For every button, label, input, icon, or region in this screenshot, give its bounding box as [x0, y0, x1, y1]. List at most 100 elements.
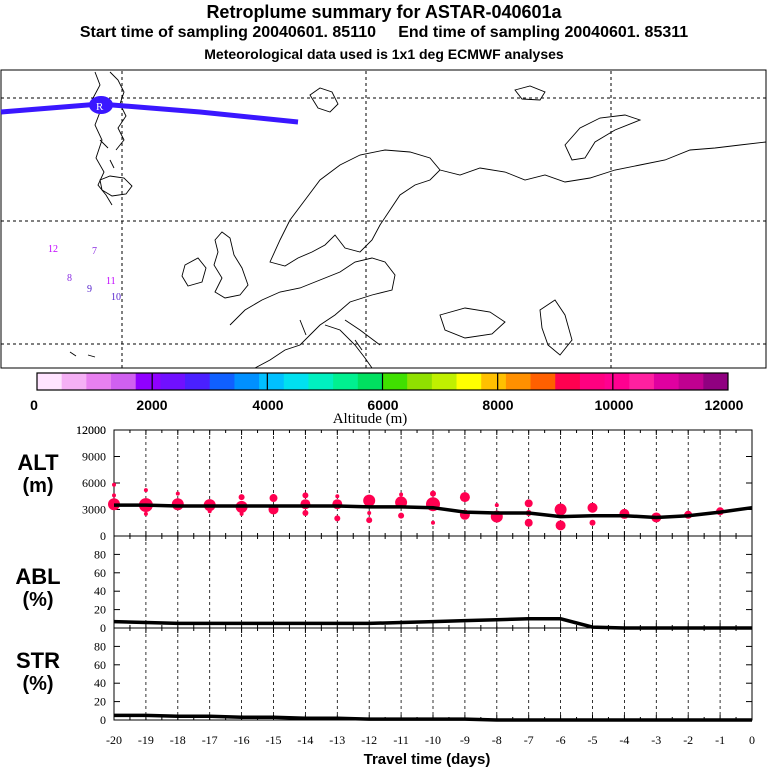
colorbar-swatch	[653, 373, 680, 390]
plume-label: 10	[111, 292, 121, 303]
x-tick-label: -16	[234, 733, 250, 747]
cluster-point	[143, 511, 148, 516]
colorbar-swatch	[135, 373, 161, 390]
colorbar-swatch	[431, 373, 458, 390]
x-tick-label: -8	[492, 733, 502, 747]
plume-cluster-labels: 12 7 8 9 11 10	[48, 244, 121, 303]
panel-unit: (%)	[22, 589, 53, 611]
colorbar-swatch	[185, 373, 211, 390]
x-tick-label: -2	[683, 733, 693, 747]
panel-label: STR	[16, 648, 60, 673]
cluster-point	[367, 511, 372, 516]
colorbar-swatch	[481, 373, 507, 390]
x-tick-label: -20	[106, 733, 122, 747]
met-data-label: Meteorological data used is 1x1 deg ECMW…	[204, 46, 564, 62]
colorbar-tick-label: 12000	[705, 397, 744, 413]
colorbar-tick-label: 4000	[252, 397, 283, 413]
release-point-marker	[89, 96, 113, 114]
plume-label: 7	[92, 246, 97, 257]
chart-title: Retroplume summary for ASTAR-040601a	[206, 2, 562, 22]
colorbar-swatch	[456, 373, 482, 390]
cluster-point	[587, 502, 598, 513]
x-tick-label: -17	[202, 733, 218, 747]
colorbar-swatch	[86, 373, 112, 390]
y-tick-label: 3000	[82, 503, 106, 517]
y-tick-label: 60	[94, 658, 106, 672]
colorbar-tick-labels: 0 2000 4000 6000 8000 10000 12000	[30, 397, 744, 413]
y-tick-label: 20	[94, 603, 106, 617]
x-tick-label: -6	[556, 733, 566, 747]
start-time-label: Start time of sampling 20040601. 85110	[79, 24, 376, 41]
x-tick-label: -1	[715, 733, 725, 747]
y-tick-label: 12000	[76, 423, 106, 437]
x-tick-label: -10	[425, 733, 441, 747]
time-series-panels: 030006000900012000ALT(m)020406080ABL(%)0…	[15, 423, 755, 747]
cluster-point	[269, 494, 278, 503]
colorbar-swatch	[357, 373, 383, 390]
colorbar-swatch	[283, 373, 309, 390]
cluster-point	[366, 517, 373, 524]
y-tick-label: 6000	[82, 476, 106, 490]
colorbar-swatch	[160, 373, 186, 390]
map-grid	[1, 71, 766, 368]
panel-unit: (%)	[22, 673, 53, 695]
panel-abl: 0 20 40 60 80 ABL(%)	[15, 535, 753, 635]
x-tick-label: -18	[170, 733, 186, 747]
plume-label: 9	[87, 284, 92, 295]
sampling-time-line: Start time of sampling 20040601. 85110 E…	[0, 24, 768, 42]
trajectory-line	[0, 101, 299, 125]
x-tick-label: -9	[460, 733, 470, 747]
colorbar-swatch	[61, 373, 87, 390]
cluster-point	[589, 519, 596, 526]
colorbar-swatch	[530, 373, 556, 390]
cluster-point	[335, 494, 340, 499]
x-axis-label: Travel time (days)	[364, 751, 491, 768]
x-tick-label: -7	[524, 733, 534, 747]
colorbar-swatch	[604, 373, 630, 390]
y-tick-label: 20	[94, 695, 106, 709]
y-tick-label: 60	[94, 566, 106, 580]
panel-alt: 0 3000 6000 9000 12000 ALT(m)	[17, 423, 753, 543]
colorbar-swatch	[37, 373, 63, 390]
cluster-point	[175, 491, 180, 496]
x-tick-label: -19	[138, 733, 154, 747]
cluster-point	[554, 503, 567, 516]
y-tick-label: 0	[100, 713, 106, 727]
y-tick-label: 80	[94, 639, 106, 653]
panel-label: ALT	[17, 450, 59, 475]
cluster-point	[239, 511, 244, 516]
colorbar-swatch	[678, 373, 704, 390]
plume-label: 11	[106, 276, 116, 287]
cluster-point	[207, 509, 212, 514]
x-tick-label: -11	[393, 733, 409, 747]
colorbar-swatch	[234, 373, 260, 390]
altitude-colorbar	[36, 372, 729, 391]
y-tick-label: 40	[94, 676, 106, 690]
colorbar-tick-label: 6000	[367, 397, 398, 413]
x-tick-label: -12	[361, 733, 377, 747]
panel-unit: (m)	[22, 475, 53, 497]
cluster-point	[363, 494, 376, 507]
x-tick-label: -14	[297, 733, 313, 747]
colorbar-label: Altitude (m)	[333, 411, 408, 427]
plume-label: 12	[48, 244, 58, 255]
cluster-point	[430, 490, 436, 497]
colorbar-swatch	[111, 373, 137, 390]
plume-label: 8	[67, 273, 72, 284]
colorbar-swatch	[209, 373, 235, 390]
colorbar-swatch	[703, 373, 729, 390]
panel-label: ABL	[15, 564, 60, 589]
y-tick-label: 0	[100, 529, 106, 543]
cluster-point	[459, 492, 470, 503]
x-tick-label: -3	[651, 733, 661, 747]
map-panel: R 12 7 8 9 11 10	[0, 69, 767, 369]
x-tick-label: -15	[266, 733, 282, 747]
colorbar-swatch	[579, 373, 606, 390]
cluster-point	[431, 520, 435, 525]
y-tick-label: 9000	[82, 450, 106, 464]
colorbar-swatch	[555, 373, 581, 390]
series-line	[114, 503, 753, 520]
cluster-point	[112, 493, 116, 498]
colorbar-tick-label: 2000	[136, 397, 167, 413]
